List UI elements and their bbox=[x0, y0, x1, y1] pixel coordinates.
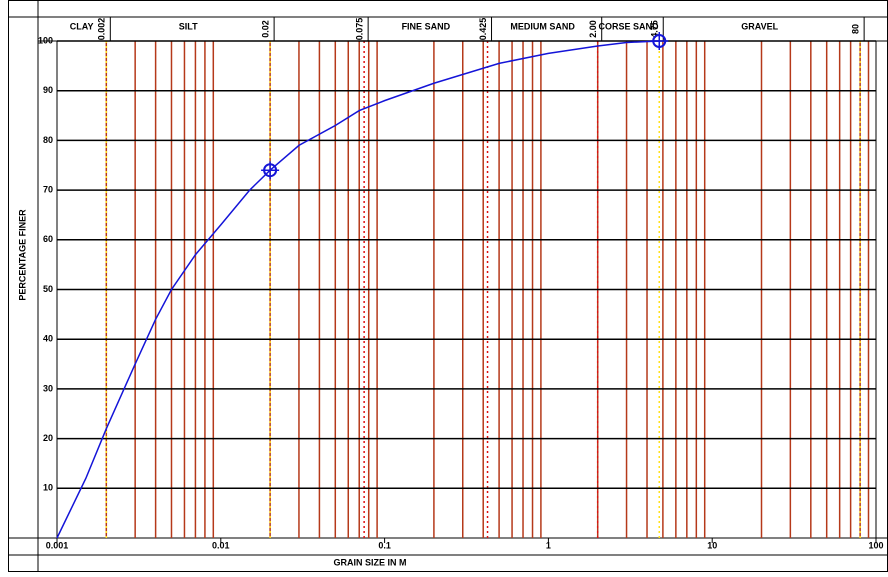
boundary-label: 0.02 bbox=[260, 20, 270, 38]
zone-label: CLAY bbox=[70, 21, 94, 31]
x-tick-label: 0.01 bbox=[212, 540, 230, 550]
boundary-label: 2.00 bbox=[588, 20, 598, 38]
zone-label: FINE SAND bbox=[402, 21, 451, 31]
y-tick-label: 50 bbox=[43, 284, 53, 294]
boundary-label: 0.002 bbox=[97, 18, 107, 41]
x-tick-label: 1 bbox=[546, 540, 551, 550]
x-tick-label: 0.001 bbox=[46, 540, 69, 550]
zone-label: MEDIUM SAND bbox=[510, 21, 575, 31]
y-axis-label: PERCENTAGE FINER bbox=[17, 209, 27, 301]
point-marker bbox=[261, 161, 280, 180]
y-tick-label: 30 bbox=[43, 383, 53, 393]
zone-label: SILT bbox=[179, 21, 198, 31]
y-tick-label: 100 bbox=[38, 35, 53, 45]
frame bbox=[8, 0, 888, 572]
boundary-label: 0.425 bbox=[478, 18, 488, 41]
boundary-label: 0.075 bbox=[355, 18, 365, 41]
zone-label: CORSE SAND bbox=[598, 21, 659, 31]
x-tick-label: 10 bbox=[707, 540, 717, 550]
y-tick-label: 80 bbox=[43, 135, 53, 145]
zone-label: GRAVEL bbox=[741, 21, 778, 31]
x-tick-label: 0.1 bbox=[378, 540, 391, 550]
y-tick-label: 40 bbox=[43, 334, 53, 344]
x-tick-label: 100 bbox=[868, 540, 883, 550]
y-tick-label: 20 bbox=[43, 433, 53, 443]
y-tick-label: 70 bbox=[43, 184, 53, 194]
point-marker bbox=[650, 32, 669, 50]
y-tick-label: 90 bbox=[43, 85, 53, 95]
x-axis-label: GRAIN SIZE IN M bbox=[333, 557, 406, 567]
y-tick-label: 10 bbox=[43, 483, 53, 493]
boundary-label: 80 bbox=[851, 24, 861, 34]
curve bbox=[56, 40, 660, 539]
y-tick-label: 60 bbox=[43, 234, 53, 244]
boundary-label: 4.75 bbox=[650, 20, 660, 38]
